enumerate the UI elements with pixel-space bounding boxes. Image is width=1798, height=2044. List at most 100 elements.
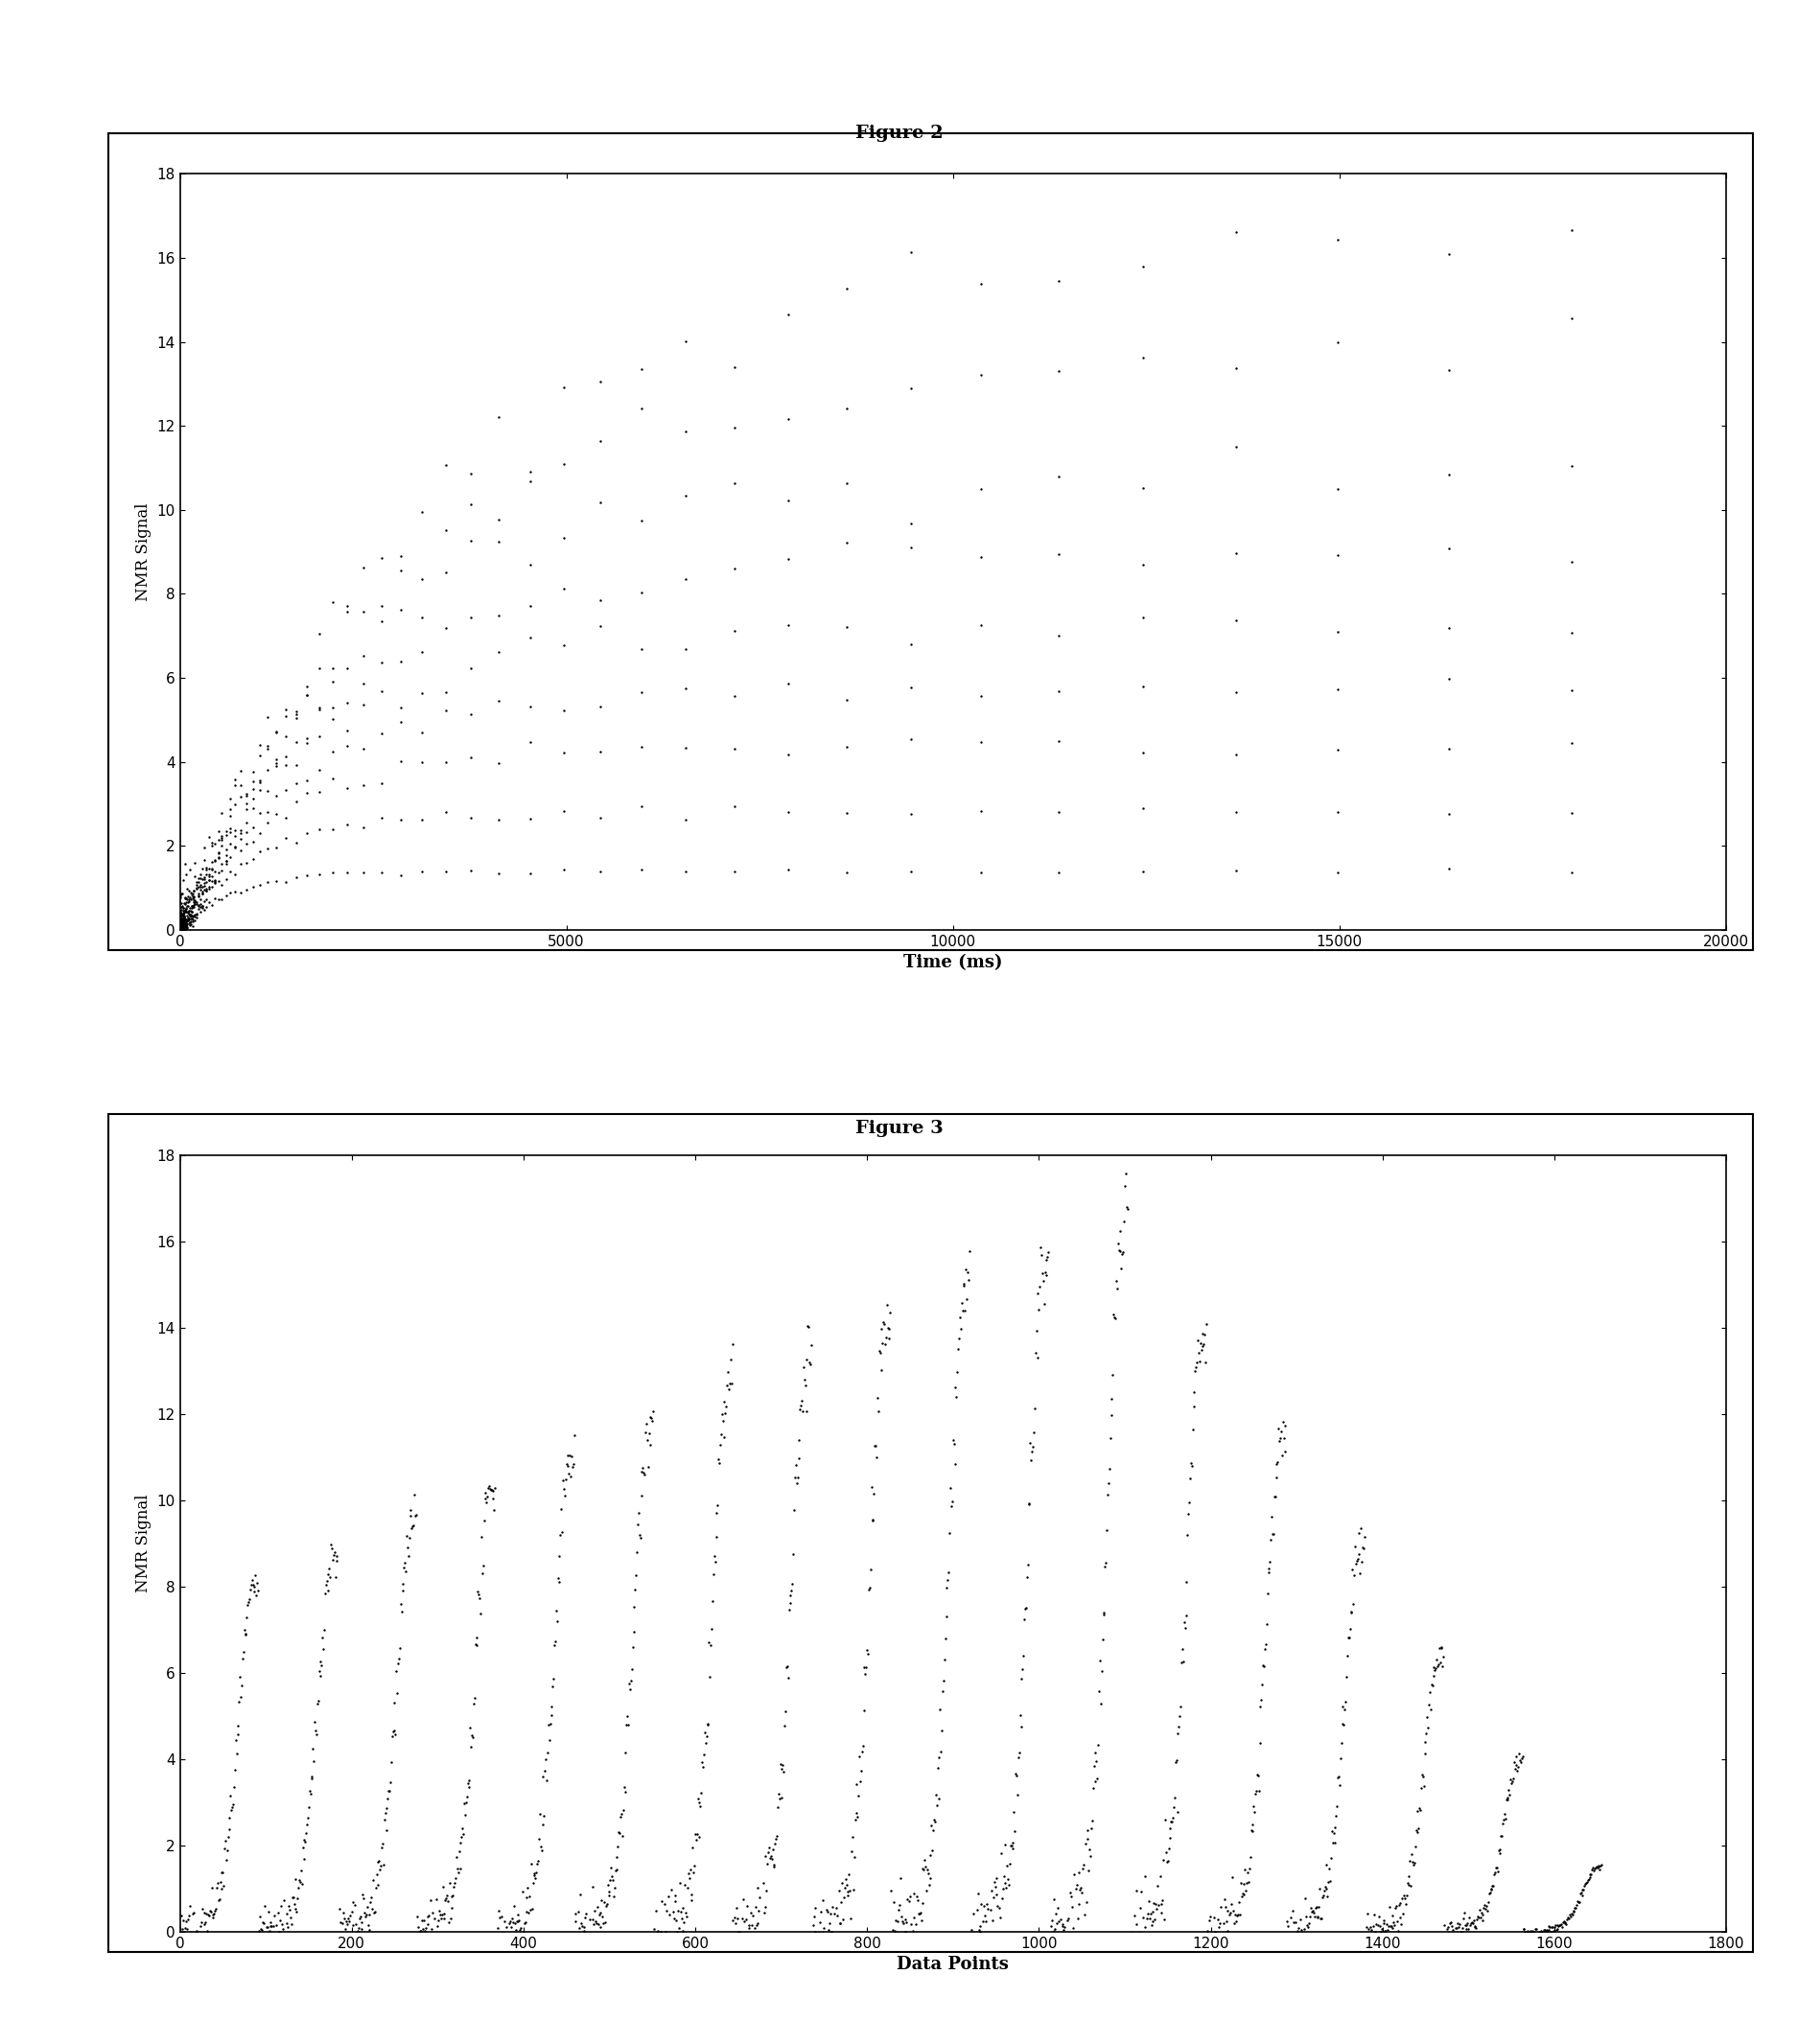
Point: [698, 1613, 726, 1645]
Point: [239, 1568, 268, 1600]
Point: [804, 1927, 832, 1960]
Point: [171, 1911, 200, 1944]
Point: [967, 1887, 996, 1919]
Point: [681, 1817, 710, 1850]
Point: [408, 803, 437, 836]
Point: [859, 1478, 888, 1511]
Point: [306, 691, 334, 724]
Point: [1435, 531, 1464, 564]
Point: [838, 1836, 867, 1868]
Point: [599, 1864, 628, 1897]
Point: [1206, 1891, 1235, 1923]
Point: [1275, 1925, 1304, 1958]
Point: [304, 1684, 333, 1717]
Point: [173, 903, 201, 936]
Point: [284, 1864, 313, 1897]
Point: [1208, 1907, 1237, 1940]
Point: [196, 1895, 225, 1927]
Point: [586, 1911, 615, 1944]
Point: [494, 1907, 523, 1940]
Point: [293, 670, 322, 703]
Point: [169, 903, 198, 936]
Point: [191, 893, 219, 926]
Point: [207, 1872, 236, 1905]
Point: [318, 856, 347, 889]
Point: [475, 1474, 503, 1506]
Point: [958, 1913, 987, 1946]
Point: [315, 1551, 343, 1584]
Point: [689, 1737, 717, 1770]
Point: [651, 1915, 680, 1948]
Point: [1286, 1923, 1314, 1956]
Point: [628, 576, 656, 609]
Point: [174, 875, 203, 908]
Point: [176, 895, 205, 928]
Point: [340, 1889, 369, 1921]
Point: [293, 1809, 322, 1842]
Point: [1122, 1874, 1151, 1907]
Point: [966, 1909, 994, 1942]
Point: [1201, 1917, 1230, 1950]
Point: [1329, 1709, 1357, 1741]
Point: [169, 891, 198, 924]
Point: [493, 1911, 521, 1944]
Point: [989, 1872, 1018, 1905]
Point: [1435, 237, 1464, 270]
Point: [1203, 1942, 1232, 1975]
Point: [543, 1605, 572, 1637]
Point: [268, 1913, 297, 1946]
Point: [192, 883, 221, 916]
Point: [169, 1930, 198, 1962]
Point: [1163, 1795, 1192, 1827]
Point: [300, 1715, 329, 1748]
Point: [978, 1905, 1007, 1938]
Point: [780, 1461, 809, 1494]
Point: [831, 1862, 859, 1895]
Point: [1309, 1878, 1338, 1911]
Point: [306, 617, 334, 650]
Point: [180, 1917, 209, 1950]
Point: [167, 903, 196, 936]
Point: [271, 1927, 300, 1960]
Point: [1397, 1870, 1426, 1903]
Point: [1579, 1852, 1607, 1885]
Point: [232, 777, 261, 809]
Point: [1435, 797, 1464, 830]
Point: [658, 1895, 687, 1927]
Point: [165, 916, 194, 948]
Point: [176, 883, 205, 916]
Point: [885, 1889, 913, 1921]
Point: [1226, 1866, 1255, 1899]
Point: [169, 901, 198, 934]
Point: [1435, 732, 1464, 764]
Point: [579, 1907, 608, 1940]
Point: [165, 901, 194, 934]
Point: [1174, 1498, 1203, 1531]
Point: [619, 1631, 647, 1664]
Point: [271, 865, 300, 897]
Point: [1287, 1917, 1316, 1950]
Point: [525, 1823, 554, 1856]
Point: [351, 1901, 379, 1934]
Point: [165, 912, 194, 944]
Point: [683, 1782, 712, 1815]
Point: [1562, 1889, 1591, 1921]
Point: [167, 908, 196, 940]
Point: [1054, 1901, 1082, 1934]
Point: [545, 1539, 574, 1572]
Point: [1264, 1412, 1293, 1445]
Point: [279, 1880, 307, 1913]
Point: [174, 905, 203, 938]
Point: [1153, 1846, 1181, 1878]
Point: [1345, 1537, 1374, 1570]
Point: [280, 1887, 309, 1919]
Point: [901, 1907, 930, 1940]
Point: [743, 1870, 771, 1903]
Point: [1516, 1915, 1544, 1948]
Point: [246, 738, 275, 771]
Point: [1548, 1905, 1577, 1938]
Point: [185, 1917, 214, 1950]
Point: [191, 885, 219, 918]
Point: [1571, 1866, 1600, 1899]
Point: [176, 889, 205, 922]
